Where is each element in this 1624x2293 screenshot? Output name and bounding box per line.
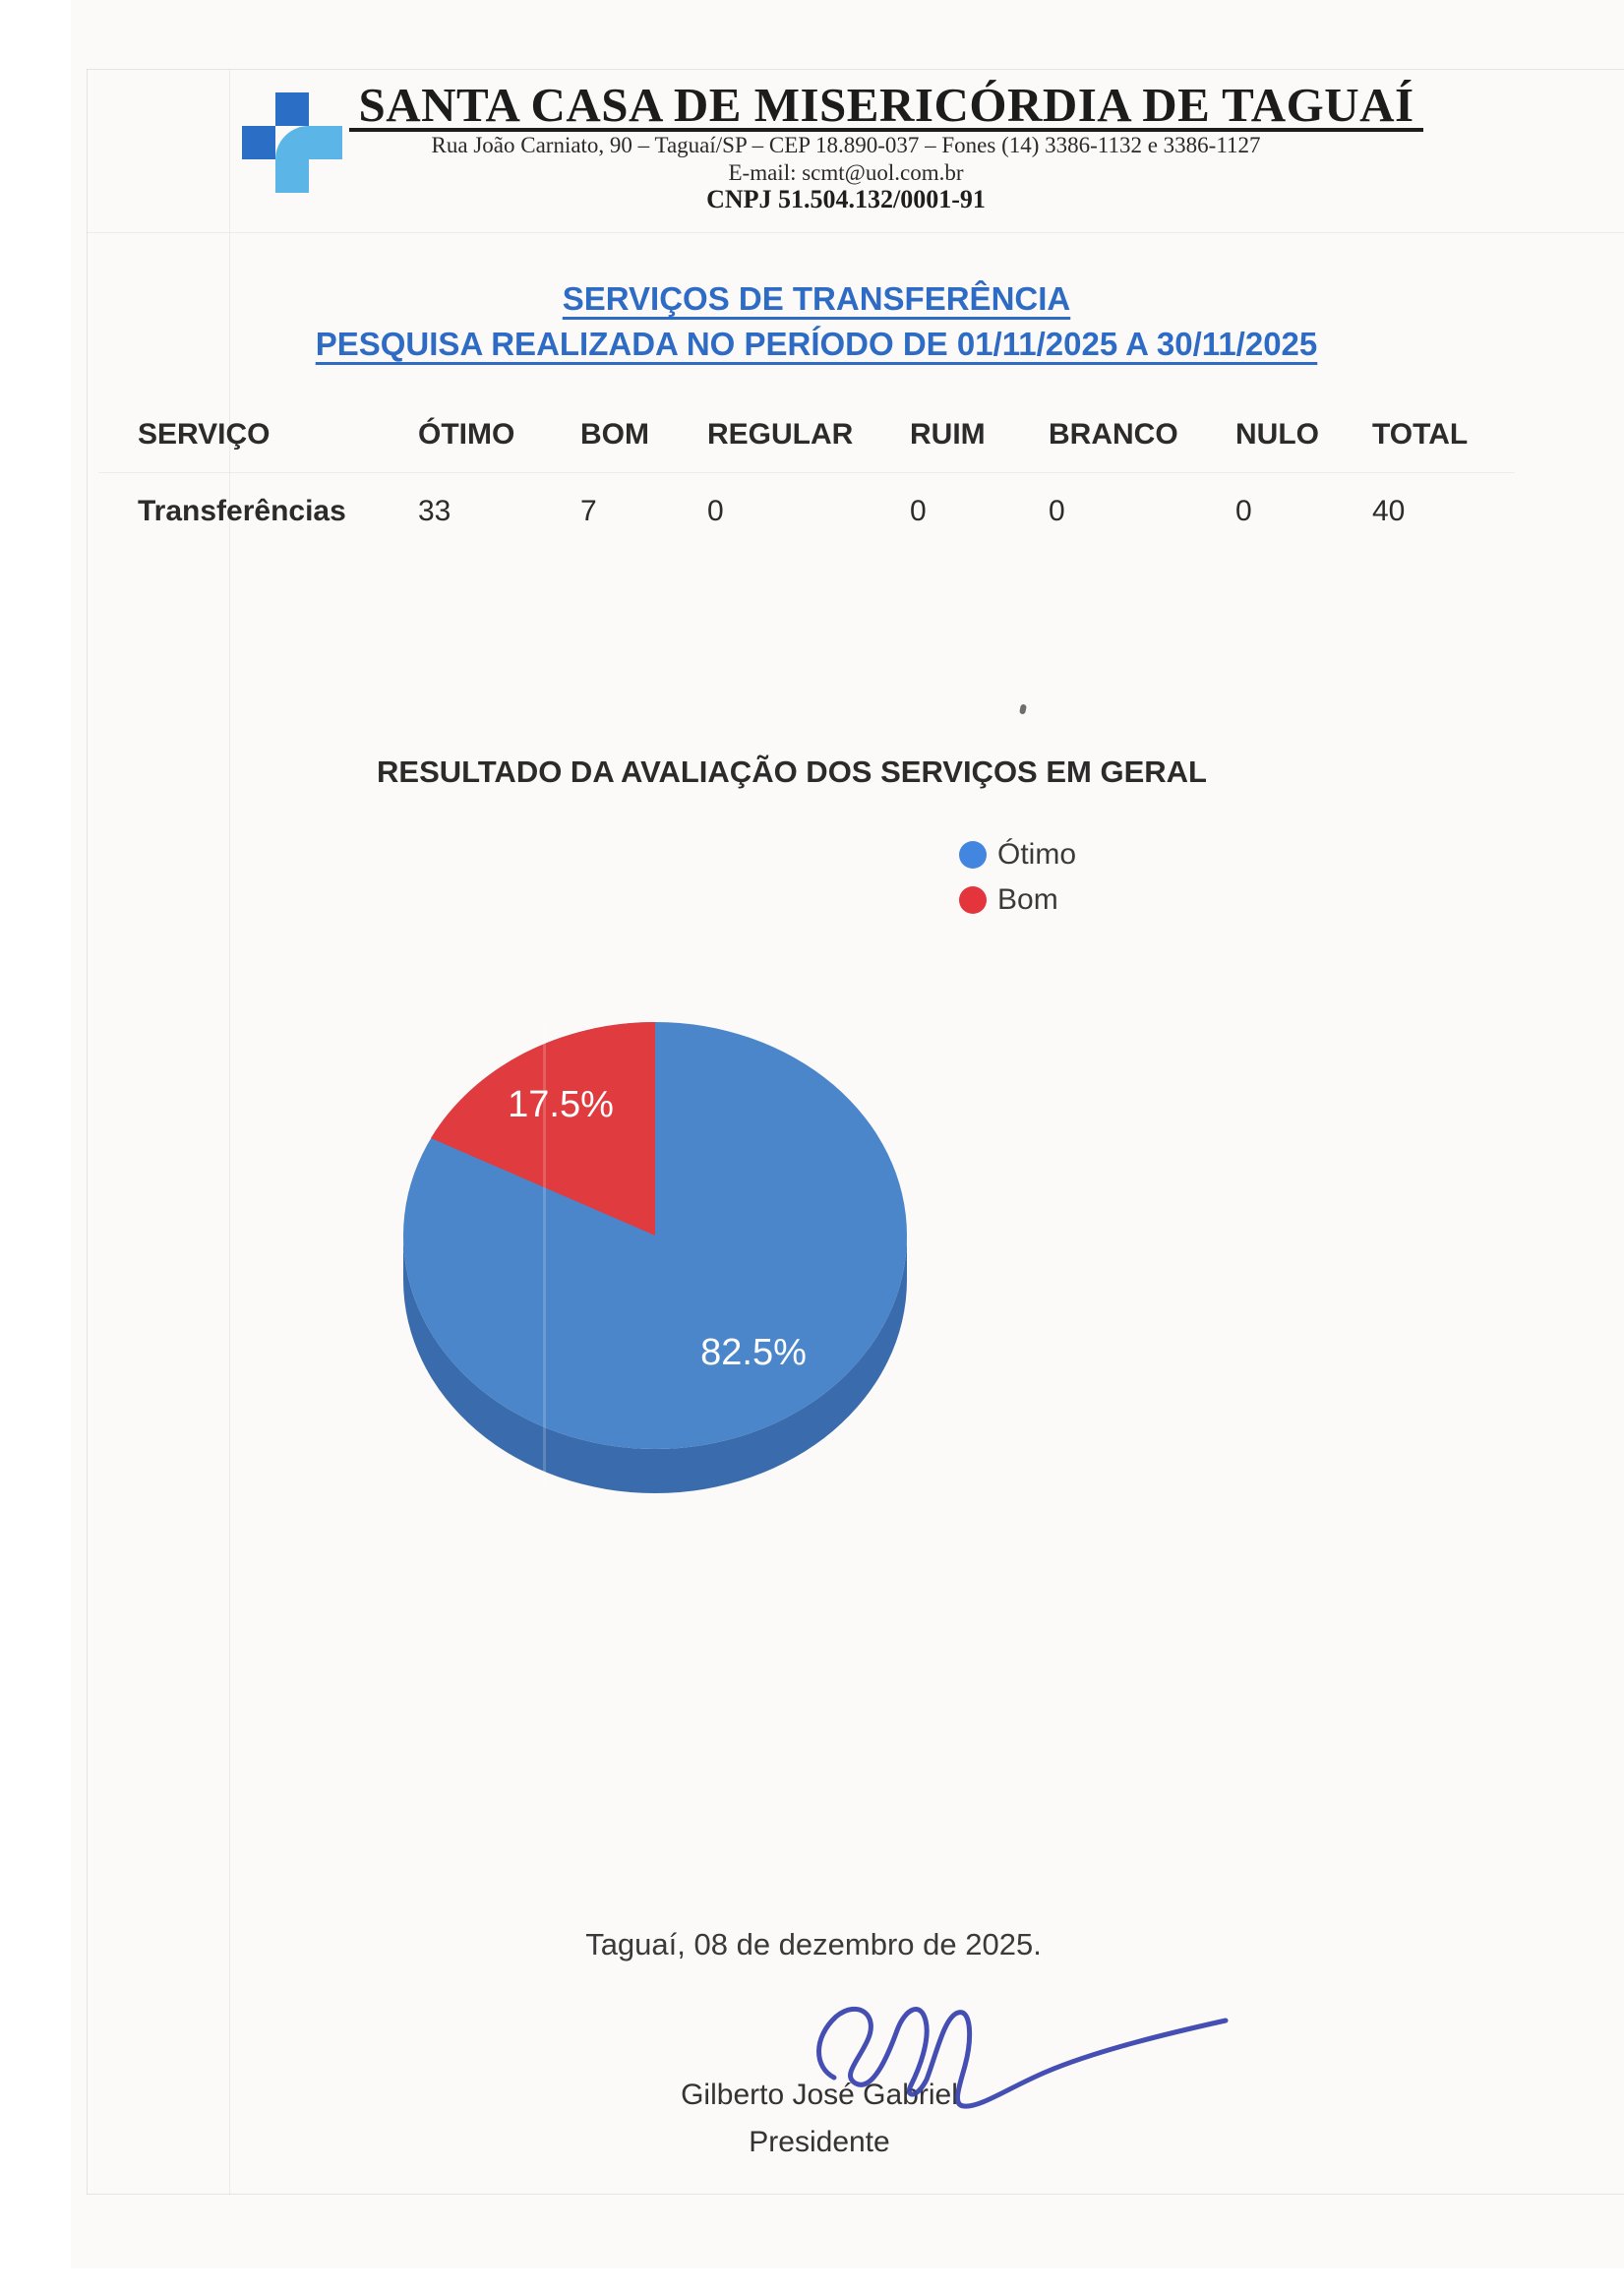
scan-line (87, 69, 1624, 70)
table-header-cell: ÓTIMO (418, 418, 515, 451)
legend-swatch-bom-icon (959, 886, 987, 914)
table-header-cell: NULO (1235, 418, 1319, 451)
table-cell: 7 (580, 495, 597, 527)
scan-line (229, 69, 230, 2195)
legend-swatch-otimo-icon (959, 841, 987, 869)
table-cell: 0 (707, 495, 724, 527)
table-cell: 33 (418, 495, 451, 527)
doc-title-line2-text: PESQUISA REALIZADA NO PERÍODO DE 01/11/2… (315, 326, 1318, 362)
scan-line (87, 232, 1624, 233)
signer-role: Presidente (749, 2126, 890, 2158)
table-cell: 40 (1372, 495, 1406, 527)
doc-title-line2: PESQUISA REALIZADA NO PERÍODO DE 01/11/2… (226, 325, 1407, 364)
table-cell: 0 (910, 495, 927, 527)
results-table-header: SERVIÇO ÓTIMO BOM REGULAR RUIM BRANCO NU… (138, 417, 1534, 453)
scan-streak (543, 1023, 546, 1485)
doc-title-line1: SERVIÇOS DE TRANSFERÊNCIA (226, 279, 1407, 319)
scan-line (98, 472, 1515, 473)
signature-stroke (816, 2006, 1229, 2109)
table-cell: 0 (1235, 495, 1252, 527)
institution-name: SANTA CASA DE MISERICÓRDIA DE TAGUAÍ (349, 81, 1423, 132)
pie-side-wall (403, 1236, 907, 1493)
doc-title-line1-text: SERVIÇOS DE TRANSFERÊNCIA (562, 280, 1071, 317)
hospital-cross-logo-icon (242, 92, 342, 193)
results-table-row: Transferências 33 7 0 0 0 0 40 (138, 494, 1534, 529)
table-cell-service: Transferências (138, 495, 346, 527)
table-header-cell: BOM (580, 418, 649, 451)
chart-title: RESULTADO DA AVALIAÇÃO DOS SERVIÇOS EM G… (377, 754, 1207, 789)
pie-chart (403, 1022, 907, 1493)
table-cell: 0 (1049, 495, 1065, 527)
institution-cnpj: CNPJ 51.504.132/0001-91 (706, 185, 986, 213)
table-header-cell: SERVIÇO (138, 418, 271, 451)
legend-label-otimo: Ótimo (997, 838, 1077, 871)
dateline: Taguaí, 08 de dezembro de 2025. (585, 1927, 1042, 1961)
institution-email: E-mail: scmt@uol.com.br (728, 160, 964, 185)
table-header-cell: BRANCO (1049, 418, 1178, 451)
scan-line (87, 69, 88, 2195)
pie-label-bom: 17.5% (508, 1084, 614, 1125)
scan-line (87, 2194, 1624, 2195)
table-header-cell: RUIM (910, 418, 986, 451)
pie-label-otimo: 82.5% (700, 1332, 807, 1373)
table-header-cell: REGULAR (707, 418, 854, 451)
handwritten-signature (816, 2006, 1229, 2109)
legend-label-bom: Bom (997, 883, 1058, 916)
pie-slice-bom (431, 1022, 655, 1236)
institution-address: Rua João Carniato, 90 – Taguaí/SP – CEP … (431, 133, 1261, 157)
table-header-cell: TOTAL (1372, 418, 1469, 451)
